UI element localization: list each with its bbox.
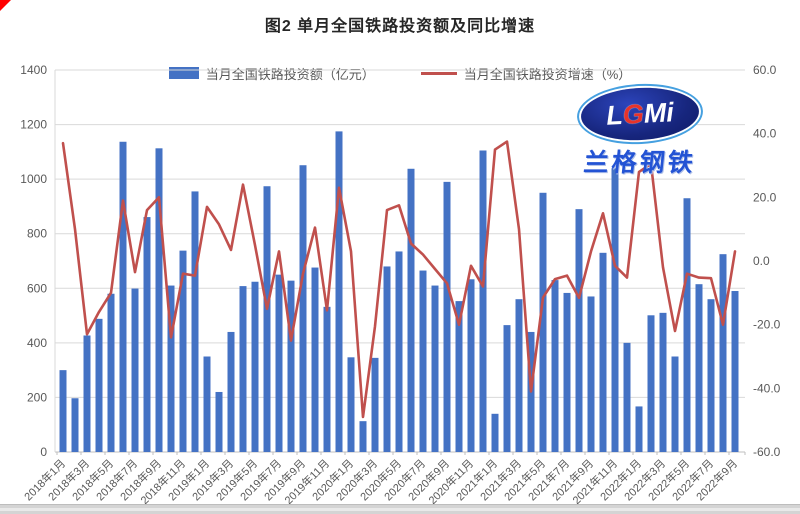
investment-bar [191, 191, 199, 452]
investment-bar [683, 198, 691, 452]
right-axis-tick-label: 20.0 [753, 190, 777, 204]
investment-bar [83, 335, 91, 452]
investment-bar [383, 266, 391, 452]
right-axis-tick-label: 40.0 [753, 127, 777, 141]
investment-bar [647, 315, 655, 452]
left-axis-tick-label: 200 [27, 390, 47, 404]
investment-bar [719, 254, 727, 452]
investment-bar [623, 342, 631, 452]
investment-bar [395, 251, 403, 452]
line-series-swatch [420, 71, 457, 75]
investment-bar [575, 209, 583, 452]
investment-bar [143, 217, 151, 452]
window-bottom-strip-inner [0, 508, 800, 511]
investment-bar [323, 306, 331, 452]
investment-bar [659, 312, 667, 452]
investment-bar [179, 250, 187, 452]
right-axis-tick-label: -40.0 [753, 381, 781, 395]
right-axis-tick-label: 0.0 [753, 254, 770, 268]
investment-bar [131, 288, 139, 452]
investment-bar [203, 356, 211, 452]
investment-bar [455, 301, 463, 452]
investment-bar [443, 181, 451, 452]
left-axis-tick-label: 1400 [20, 63, 47, 77]
investment-bar [251, 281, 259, 452]
left-axis-tick-label: 400 [27, 336, 47, 350]
left-axis-tick-label: 0 [40, 445, 47, 459]
investment-bar [227, 331, 235, 452]
investment-bar [563, 292, 571, 452]
investment-bar [551, 280, 559, 452]
investment-bar [671, 356, 679, 452]
investment-bar [371, 357, 379, 452]
investment-bar [59, 370, 67, 452]
investment-bar [95, 318, 103, 452]
investment-bar [311, 267, 319, 452]
investment-bar [107, 293, 115, 452]
investment-bar [167, 285, 175, 452]
investment-bar [263, 186, 271, 453]
investment-bar [431, 285, 439, 452]
left-axis-tick-label: 1200 [20, 118, 47, 132]
investment-bar [491, 413, 499, 452]
right-axis-tick-label: -20.0 [753, 318, 781, 332]
investment-bar [359, 421, 367, 452]
investment-bar [611, 168, 619, 452]
investment-bar [155, 148, 163, 452]
right-axis-tick-label: -60.0 [753, 445, 781, 459]
investment-bar [695, 284, 703, 452]
left-axis-tick-label: 600 [27, 281, 47, 295]
investment-bar [239, 286, 247, 452]
investment-bar [479, 150, 487, 452]
investment-bar [287, 280, 295, 452]
investment-bar [335, 131, 343, 452]
investment-bar [599, 252, 607, 452]
investment-bar [275, 274, 283, 452]
investment-bar [347, 357, 355, 452]
investment-bar [587, 296, 595, 452]
growth-line [61, 140, 737, 419]
investment-bar [299, 165, 307, 452]
right-axis-tick-label: 60.0 [753, 63, 777, 77]
investment-bar [419, 270, 427, 452]
investment-bar [731, 291, 739, 452]
investment-bar [71, 398, 79, 452]
investment-bar [119, 141, 127, 453]
chart-title: 图2 单月全国铁路投资额及同比增速 [264, 18, 536, 35]
investment-bar [539, 192, 547, 453]
investment-bar [707, 299, 715, 452]
left-axis-tick-label: 1000 [20, 172, 47, 186]
investment-bar [635, 406, 643, 452]
investment-bar [503, 325, 511, 452]
investment-bar [407, 168, 415, 452]
investment-bar [467, 279, 475, 452]
investment-bar [215, 391, 223, 452]
investment-bar [515, 299, 523, 452]
window-bottom-strip [0, 504, 800, 514]
left-axis-tick-label: 800 [27, 227, 47, 241]
corner-marker [0, 0, 11, 11]
